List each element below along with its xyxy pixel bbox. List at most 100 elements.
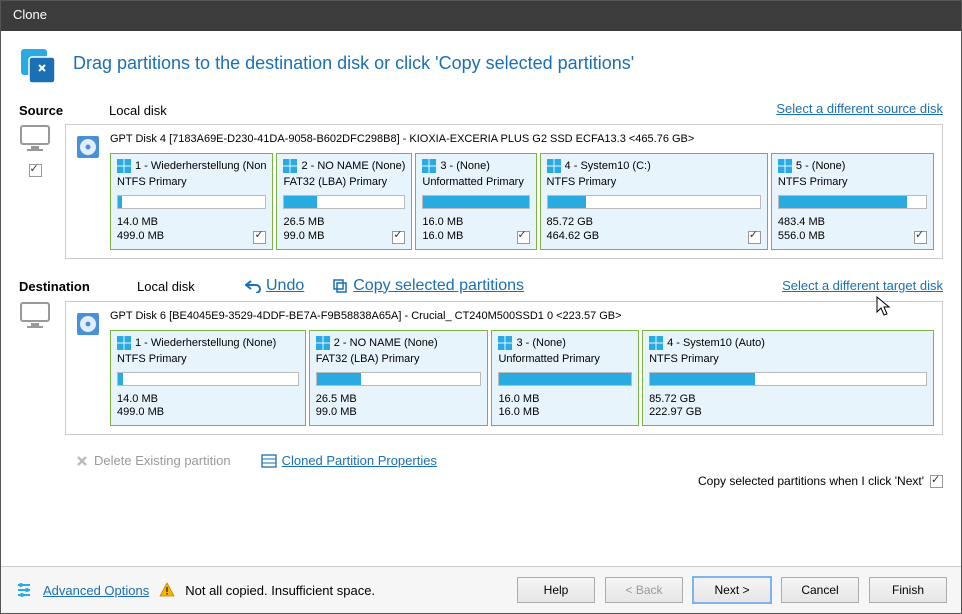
partition[interactable]: 3 - (None)Unformatted Primary16.0 MB16.0… (415, 153, 536, 250)
partition-fs: Unformatted Primary (498, 353, 632, 365)
partition-name: 4 - System10 (C:) (565, 160, 651, 172)
partition-fs: FAT32 (LBA) Primary (316, 353, 482, 365)
source-sublabel: Local disk (109, 101, 776, 118)
source-disk-title: GPT Disk 4 [7183A69E-D230-41DA-9058-B602… (110, 133, 934, 145)
copy-on-next-checkbox[interactable]: Copy selected partitions when I click 'N… (698, 474, 943, 488)
partition[interactable]: 3 - (None) Unformatted Primary 16.0 MB16.0… (491, 330, 639, 427)
windows-icon (117, 336, 131, 350)
partition-used: 26.5 MB (316, 393, 357, 407)
undo-link[interactable]: Undo (245, 277, 304, 295)
usage-bar (498, 372, 632, 386)
help-button[interactable]: Help (517, 577, 595, 603)
partition-total: 464.62 GB (547, 230, 600, 244)
usage-bar (778, 195, 927, 209)
windows-icon (316, 336, 330, 350)
advanced-options-link[interactable]: Advanced Options (43, 583, 149, 598)
source-label: Source (19, 101, 109, 118)
windows-icon (283, 159, 297, 173)
windows-icon (117, 159, 131, 173)
partition-fs: NTFS Primary (547, 176, 761, 188)
partition-checkbox[interactable] (748, 231, 761, 244)
delete-partition-action: Delete Existing partition (75, 453, 231, 468)
partition-name: 3 - (None) (440, 160, 490, 172)
source-master-checkbox[interactable] (29, 164, 42, 177)
partition-total: 99.0 MB (283, 230, 324, 244)
partition-name: 3 - (None) (516, 337, 566, 349)
partition-name: 2 - NO NAME (None) (301, 160, 405, 172)
destination-disk-title: GPT Disk 6 [BE4045E9-3529-4DDF-BE7A-F9B5… (110, 310, 934, 322)
partition-used: 14.0 MB (117, 216, 164, 230)
partition-used: 16.0 MB (498, 393, 539, 407)
partition-fs: Unformatted Primary (422, 176, 529, 188)
warning-icon (159, 582, 175, 598)
disk-icon (74, 133, 102, 161)
usage-bar (283, 195, 405, 209)
partition-total: 99.0 MB (316, 406, 357, 420)
usage-bar (649, 372, 927, 386)
delete-icon (75, 454, 89, 468)
disk-icon (74, 310, 102, 338)
destination-sublabel: Local disk (137, 277, 217, 294)
destination-disk-container: GPT Disk 6 [BE4045E9-3529-4DDF-BE7A-F9B5… (65, 301, 943, 436)
partition-name: 1 - Wiederherstellung (None) (135, 337, 276, 349)
partition-used: 14.0 MB (117, 393, 164, 407)
partition-name: 4 - System10 (Auto) (667, 337, 765, 349)
partition-properties-link[interactable]: Cloned Partition Properties (261, 453, 437, 468)
cancel-button[interactable]: Cancel (781, 577, 859, 603)
copy-icon (332, 278, 348, 294)
destination-label: Destination (19, 277, 109, 294)
header: Drag partitions to the destination disk … (19, 43, 943, 83)
select-source-link[interactable]: Select a different source disk (776, 101, 943, 116)
undo-icon (245, 279, 261, 293)
usage-bar (117, 195, 266, 209)
usage-bar (316, 372, 482, 386)
partition-name: 1 - Wiederherstellung (Non (135, 160, 266, 172)
partition[interactable]: 1 - Wiederherstellung (None) NTFS Primary… (110, 330, 306, 427)
windows-icon (649, 336, 663, 350)
partition-checkbox[interactable] (253, 231, 266, 244)
next-button[interactable]: Next > (693, 577, 771, 603)
partition-checkbox[interactable] (392, 231, 405, 244)
copy-partitions-link[interactable]: Copy selected partitions (332, 277, 524, 295)
partition-total: 499.0 MB (117, 230, 164, 244)
partition-total: 556.0 MB (778, 230, 825, 244)
partition[interactable]: 4 - System10 (Auto) NTFS Primary 85.72 GB2… (642, 330, 934, 427)
windows-icon (778, 159, 792, 173)
monitor-icon (19, 301, 51, 331)
windows-icon (547, 159, 561, 173)
finish-button[interactable]: Finish (869, 577, 947, 603)
partition-fs: NTFS Primary (649, 353, 927, 365)
partition-used: 85.72 GB (547, 216, 600, 230)
partition-used: 483.4 MB (778, 216, 825, 230)
warning-text: Not all copied. Insufficient space. (185, 583, 375, 598)
usage-bar (117, 372, 299, 386)
monitor-icon (19, 124, 51, 154)
partition-total: 499.0 MB (117, 406, 164, 420)
select-target-link[interactable]: Select a different target disk (782, 278, 943, 293)
partition-fs: NTFS Primary (117, 176, 266, 188)
partition-fs: NTFS Primary (778, 176, 927, 188)
partition-fs: NTFS Primary (117, 353, 299, 365)
back-button[interactable]: < Back (605, 577, 683, 603)
partition-total: 16.0 MB (498, 406, 539, 420)
copy-on-next-check[interactable] (930, 475, 943, 488)
window-title: Clone (13, 7, 47, 22)
partition-fs: FAT32 (LBA) Primary (283, 176, 405, 188)
button-bar: Advanced Options Not all copied. Insuffi… (1, 566, 961, 613)
partition[interactable]: 2 - NO NAME (None) FAT32 (LBA) Primary 26.… (309, 330, 489, 427)
properties-icon (261, 454, 277, 468)
partition[interactable]: 5 - (None)NTFS Primary483.4 MB556.0 MB (771, 153, 934, 250)
partition-name: 2 - NO NAME (None) (334, 337, 438, 349)
advanced-icon (15, 582, 33, 598)
windows-icon (422, 159, 436, 173)
partition[interactable]: 4 - System10 (C:) NTFS Primary 85.72 GB464… (540, 153, 768, 250)
usage-bar (422, 195, 529, 209)
partition[interactable]: 2 - NO NAME (None)FAT32 (LBA) Primary26.… (276, 153, 412, 250)
page-title: Drag partitions to the destination disk … (73, 53, 634, 74)
partition[interactable]: 1 - Wiederherstellung (Non NTFS Primary 14… (110, 153, 273, 250)
partition-checkbox[interactable] (517, 231, 530, 244)
partition-used: 85.72 GB (649, 393, 702, 407)
partition-checkbox[interactable] (914, 231, 927, 244)
partition-total: 16.0 MB (422, 230, 463, 244)
partition-total: 222.97 GB (649, 406, 702, 420)
